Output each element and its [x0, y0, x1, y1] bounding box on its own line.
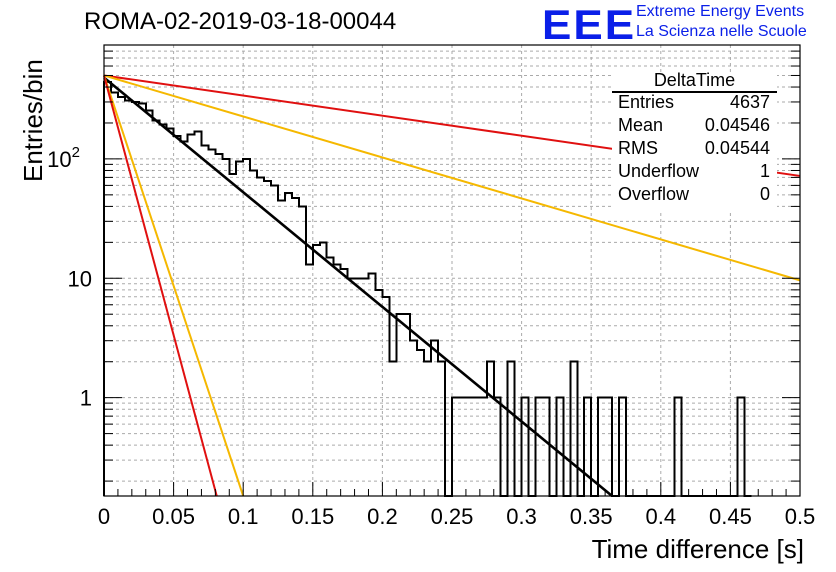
histogram-bin	[403, 314, 410, 496]
x-tick-label: 0	[98, 504, 110, 529]
histogram-bin	[320, 242, 327, 496]
x-axis-title: Time difference [s]	[591, 534, 804, 564]
stats-value-mean: 0.04546	[704, 115, 770, 135]
histogram-bin	[306, 265, 313, 496]
histogram-bin	[299, 206, 306, 496]
eee-tagline-1: Extreme Energy Events	[636, 3, 805, 20]
histogram-bin	[341, 269, 348, 496]
x-tick-label: 0.3	[506, 504, 537, 529]
stats-value-underflow: 1	[759, 161, 770, 181]
y-tick-label: 102	[47, 144, 80, 172]
stats-label-overflow: Overflow	[618, 184, 690, 204]
stats-label-underflow: Underflow	[618, 161, 700, 181]
histogram-bin	[368, 273, 375, 496]
histogram-bin	[194, 131, 201, 496]
curves	[103, 74, 801, 498]
stats-label-rms: RMS	[618, 138, 658, 158]
stats-background	[612, 72, 777, 212]
histogram-bin	[355, 278, 362, 496]
histogram-bin	[111, 93, 118, 496]
x-tick-label: 0.25	[431, 504, 474, 529]
x-tick-label: 0.45	[709, 504, 752, 529]
stats-value-entries: 4637	[729, 92, 770, 112]
histogram-bin	[236, 162, 243, 496]
y-tick-label: 10	[68, 266, 92, 291]
histogram-outline	[103, 81, 752, 497]
histogram-bin	[160, 124, 167, 496]
histogram-bin	[375, 290, 382, 496]
histogram-bin	[285, 193, 292, 496]
histogram-bin	[362, 278, 369, 496]
histogram	[103, 81, 752, 497]
histogram-bin	[382, 297, 389, 496]
stats-title: DeltaTime	[653, 70, 736, 90]
y-tick-exponent: 2	[72, 144, 80, 161]
curve-bound-orange-lower	[103, 75, 245, 497]
axes: 0 0.05 0.1 0.15 0.2 0.25 0.3 0.35 0.4 0.45 0.51101…	[47, 44, 816, 529]
histogram-bin	[438, 362, 445, 496]
histogram-bin	[417, 350, 424, 496]
stats-label-mean: Mean	[618, 115, 664, 135]
histogram-bin	[278, 200, 285, 496]
histogram-bin	[250, 170, 257, 496]
histogram-bin	[487, 362, 494, 496]
histogram-bin	[570, 362, 577, 496]
histogram-bin	[348, 278, 355, 496]
histogram-bin	[313, 245, 320, 496]
curve-bound-orange-upper	[103, 74, 801, 282]
histogram-bin	[389, 362, 396, 496]
x-tick-label: 0.35	[570, 504, 613, 529]
histogram-bin	[424, 362, 431, 496]
x-tick-label: 0.4	[646, 504, 677, 529]
stats-value-overflow: 0	[759, 184, 770, 204]
stats-label-entries: Entries	[618, 92, 675, 112]
histogram-bin	[146, 110, 153, 496]
histogram-bin	[264, 181, 271, 496]
stats-value-rms: 0.04544	[704, 138, 770, 158]
y-tick-label: 1	[80, 386, 92, 411]
x-tick-label: 0.05	[152, 504, 195, 529]
histogram-bin	[188, 135, 195, 496]
histogram-bin	[139, 104, 146, 496]
histogram-bin	[410, 341, 417, 496]
histogram-bin	[229, 174, 236, 496]
histogram-bin	[334, 265, 341, 496]
x-tick-label: 0.2	[367, 504, 398, 529]
run-title: ROMA-02-2019-03-18-00044	[84, 8, 397, 35]
eee-tagline-2: La Scienza nelle Scuole	[636, 23, 807, 40]
x-tick-label: 0.1	[228, 504, 259, 529]
stats-box	[612, 72, 777, 212]
histogram-bin	[174, 136, 181, 496]
histogram-bin	[431, 341, 438, 496]
x-tick-label: 0.15	[291, 504, 334, 529]
curve-fit	[103, 76, 613, 498]
histogram-bin	[508, 362, 515, 496]
histogram-bin	[153, 120, 160, 496]
curve-bound-red-lower	[103, 75, 218, 497]
histogram-bin	[257, 177, 264, 496]
histogram-bin	[396, 314, 403, 496]
histogram-bin	[208, 149, 215, 496]
x-tick-label: 0.5	[785, 504, 816, 529]
y-axis-title: Entries/bin	[18, 59, 48, 182]
eee-logo: EEE	[542, 2, 637, 49]
